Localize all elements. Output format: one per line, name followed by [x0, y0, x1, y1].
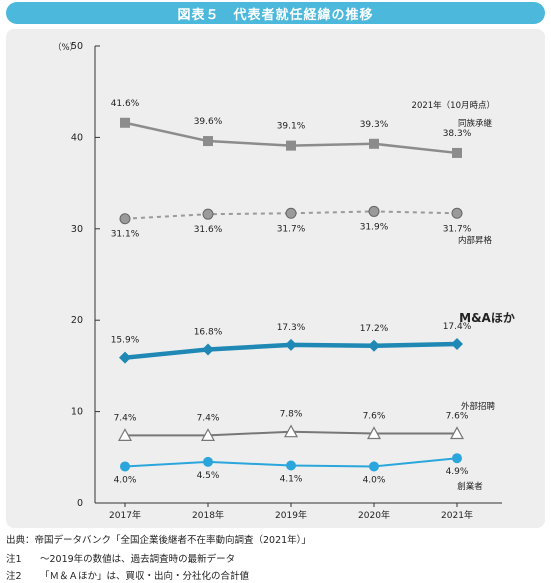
- data-label: 31.7%: [443, 224, 472, 234]
- note-1-text: ～2019年の数値は、過去調査時の最新データ: [40, 554, 236, 565]
- data-label: 41.6%: [111, 99, 140, 109]
- data-point-marker: [286, 460, 296, 471]
- data-point-marker: [366, 426, 382, 440]
- data-point-marker: [120, 461, 130, 472]
- data-label: 4.1%: [280, 475, 303, 485]
- data-point-marker: [200, 428, 216, 441]
- data-label: 4.5%: [197, 471, 220, 481]
- note-2: 注2 「Ｍ＆Ａほか」は、買収・出向・分社化の合計値: [6, 568, 249, 582]
- x-tick-label: 2021年: [441, 509, 473, 521]
- data-point-marker: [120, 117, 130, 128]
- y-tick-label: 0: [77, 498, 83, 509]
- data-label: 16.8%: [194, 327, 223, 337]
- data-label: 4.0%: [363, 475, 386, 485]
- source-line: 出典：帝国データバンク「全国企業後継者不在率動向調査（2021年）」: [6, 532, 311, 546]
- note-1-label: 注1: [6, 554, 22, 565]
- series-name-label: 外部招聘: [461, 401, 496, 412]
- data-label: 39.3%: [360, 120, 389, 130]
- chart-panel: [6, 29, 545, 528]
- data-label: 7.4%: [197, 413, 220, 423]
- series-name-label: 創業者: [457, 481, 483, 492]
- series-name-label: 内部昇格: [458, 235, 493, 246]
- data-label: 17.2%: [360, 324, 389, 334]
- data-point-marker: [202, 208, 214, 220]
- source-text: 帝国データバンク「全国企業後継者不在率動向調査（2021年）」: [34, 535, 311, 546]
- data-point-marker: [452, 147, 462, 158]
- data-label: 4.0%: [114, 475, 137, 485]
- data-label: 4.9%: [446, 467, 469, 477]
- data-label: 7.6%: [363, 412, 386, 422]
- data-point-marker: [369, 461, 379, 472]
- data-point-marker: [203, 456, 213, 467]
- note-2-label: 注2: [6, 571, 22, 582]
- data-point-marker: [283, 424, 299, 438]
- x-tick-label: 2020年: [358, 509, 390, 521]
- y-tick-label: 20: [71, 315, 83, 326]
- data-label: 15.9%: [111, 336, 140, 346]
- data-label: 17.4%: [443, 322, 472, 332]
- data-point-marker: [369, 138, 379, 149]
- data-point-marker: [117, 428, 133, 441]
- data-point-marker: [449, 426, 465, 440]
- data-point-marker: [119, 351, 131, 364]
- data-point-marker: [452, 453, 462, 464]
- source-label: 出典：: [6, 535, 35, 546]
- data-point-marker: [285, 207, 297, 219]
- data-point-marker: [451, 207, 463, 219]
- y-tick-label: 50: [71, 41, 83, 52]
- x-tick-label: 2018年: [192, 509, 224, 521]
- data-label: 31.9%: [360, 222, 389, 232]
- data-label: 7.8%: [280, 410, 303, 420]
- data-label: 39.6%: [194, 117, 223, 127]
- data-label: 7.4%: [114, 413, 137, 423]
- data-point-marker: [203, 136, 213, 147]
- data-label: 31.6%: [194, 225, 223, 235]
- data-point-marker: [451, 337, 463, 350]
- data-label: 17.3%: [277, 323, 306, 333]
- series-name-label: 同族承継: [458, 118, 493, 129]
- y-unit-label: （%）: [53, 42, 78, 53]
- data-point-marker: [368, 205, 380, 217]
- data-point-marker: [202, 343, 214, 356]
- figure-title: 図表５ 代表者就任経緯の推移: [6, 2, 545, 24]
- data-point-marker: [286, 140, 296, 151]
- y-tick-label: 30: [71, 224, 83, 235]
- data-label: 7.6%: [446, 412, 469, 422]
- x-tick-label: 2017年: [109, 509, 141, 521]
- data-point-marker: [285, 338, 297, 351]
- data-label: 31.7%: [277, 224, 306, 234]
- y-tick-label: 10: [71, 407, 83, 418]
- y-tick-label: 40: [71, 132, 83, 143]
- chart-note: 2021年（10月時点）: [412, 100, 495, 111]
- note-2-text: 「Ｍ＆Ａほか」は、買収・出向・分社化の合計値: [40, 571, 250, 582]
- data-label: 38.3%: [443, 129, 472, 139]
- data-point-marker: [368, 339, 380, 352]
- note-1: 注1 ～2019年の数値は、過去調査時の最新データ: [6, 551, 235, 565]
- data-point-marker: [119, 213, 131, 225]
- data-label: 39.1%: [277, 122, 306, 132]
- data-label: 31.1%: [111, 230, 140, 240]
- x-tick-label: 2019年: [275, 509, 307, 521]
- series-name-label: M&Aほか: [459, 311, 515, 325]
